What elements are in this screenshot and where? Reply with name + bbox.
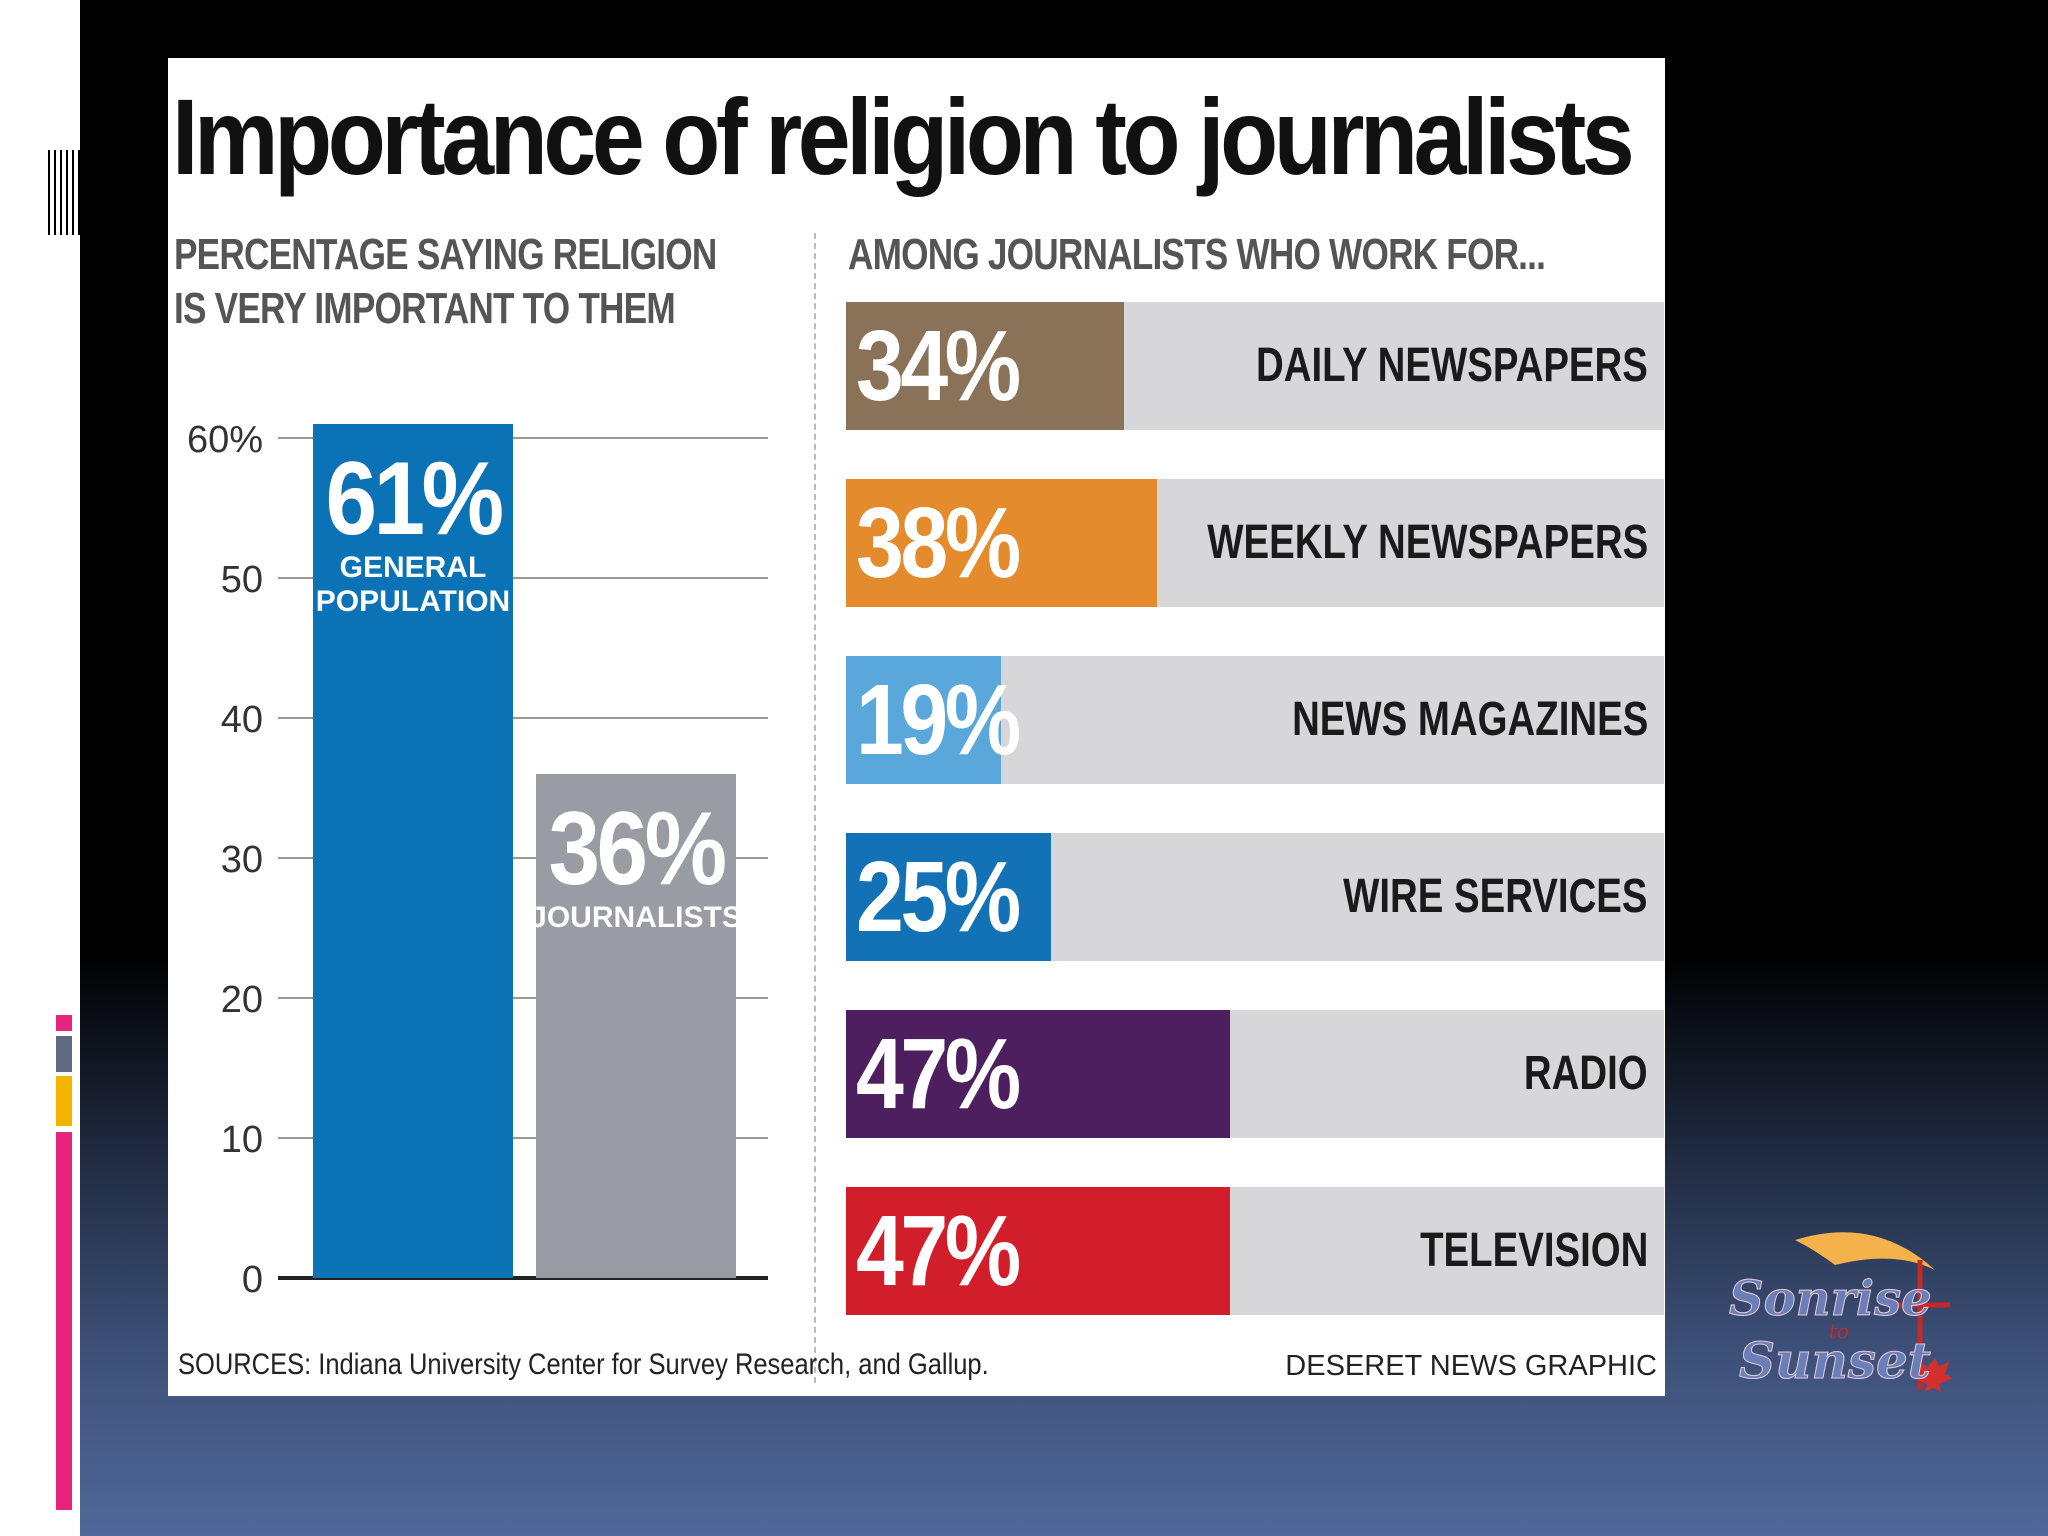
bar-value-label: 61% bbox=[326, 441, 502, 557]
y-tick-label: 20 bbox=[221, 979, 263, 1021]
bar-category-label: NEWS MAGAZINES bbox=[1291, 693, 1648, 746]
bar bbox=[846, 656, 1002, 784]
bar-category-label: RADIO bbox=[1524, 1047, 1648, 1100]
logo-text-line1: Sonrise bbox=[1729, 1271, 1932, 1327]
bar-value-label: 38% bbox=[856, 487, 1021, 599]
bar-category-label: WIRE SERVICES bbox=[1343, 870, 1648, 923]
logo-maple-leaf bbox=[1913, 1358, 1953, 1392]
bar-value-label: 47% bbox=[856, 1195, 1021, 1307]
sources-note: SOURCES: Indiana University Center for S… bbox=[178, 1348, 989, 1381]
bar-category-label: POPULATION bbox=[316, 585, 510, 618]
left-subtitle-line1: PERCENTAGE SAYING RELIGION bbox=[174, 230, 717, 279]
bar-row: 47% RADIO bbox=[846, 1010, 1664, 1138]
right-chart-subtitle: AMONG JOURNALISTS WHO WORK FOR... bbox=[848, 230, 1546, 279]
bar-value-label: 36% bbox=[549, 791, 725, 907]
bar-category-label: GENERAL bbox=[340, 551, 487, 584]
bar bbox=[536, 774, 736, 1278]
bar-value-label: 47% bbox=[856, 1018, 1021, 1130]
bar bbox=[846, 1187, 1231, 1315]
chart-graphic: Importance of religion to journalists PE… bbox=[168, 58, 1665, 1396]
graphic-credit: DESERET NEWS GRAPHIC bbox=[1285, 1350, 1657, 1382]
decorative-lines bbox=[48, 150, 80, 235]
bar-category-label: TELEVISION bbox=[1419, 1224, 1648, 1277]
accent-stripe-pink-long bbox=[56, 1132, 72, 1510]
bar-category-label: WEEKLY NEWSPAPERS bbox=[1207, 516, 1648, 569]
panel-divider bbox=[814, 233, 816, 1383]
sonrise-to-sunset-logo: Sonrise to Sunset bbox=[1729, 1232, 1953, 1392]
bar bbox=[846, 833, 1051, 961]
y-tick-label: 60% bbox=[187, 419, 263, 461]
bar-row: 38% WEEKLY NEWSPAPERS bbox=[846, 479, 1664, 607]
bar-category-label: JOURNALISTS bbox=[530, 901, 742, 934]
bar-value-label: 25% bbox=[856, 841, 1021, 953]
y-tick-label: 0 bbox=[242, 1259, 263, 1301]
accent-stripe-pink-small bbox=[56, 1015, 72, 1031]
bar bbox=[846, 1010, 1231, 1138]
horizontal-bar-chart: 34% DAILY NEWSPAPERS 38% WEEKLY NEWSPAPERS 1… bbox=[846, 302, 1664, 1364]
y-tick-label: 10 bbox=[221, 1119, 263, 1161]
accent-stripe-yellow bbox=[56, 1076, 72, 1126]
bar-row: 34% DAILY NEWSPAPERS bbox=[846, 302, 1664, 430]
bar-row: 47% TELEVISION bbox=[846, 1187, 1664, 1315]
accent-stripe-gray bbox=[56, 1036, 72, 1072]
bar-value-label: 19% bbox=[856, 664, 1021, 776]
logo-text-line3: Sunset bbox=[1739, 1331, 1931, 1390]
bar-value-label: 34% bbox=[856, 310, 1021, 422]
left-subtitle-line2: IS VERY IMPORTANT TO THEM bbox=[174, 284, 676, 333]
logo-sun-arc bbox=[1795, 1232, 1935, 1270]
bar bbox=[846, 479, 1157, 607]
bar bbox=[313, 424, 513, 1278]
bar-row: 19% NEWS MAGAZINES bbox=[846, 656, 1664, 784]
bar-category-label: DAILY NEWSPAPERS bbox=[1256, 339, 1648, 392]
bar-row: 25% WIRE SERVICES bbox=[846, 833, 1664, 961]
left-chart-subtitle: PERCENTAGE SAYING RELIGION IS VERY IMPOR… bbox=[174, 228, 717, 336]
y-tick-label: 30 bbox=[221, 839, 263, 881]
logo-text-line2: to bbox=[1829, 1319, 1849, 1343]
y-tick-label: 50 bbox=[221, 559, 263, 601]
bar bbox=[846, 302, 1125, 430]
y-tick-label: 40 bbox=[221, 699, 263, 741]
chart-title: Importance of religion to journalists bbox=[172, 76, 1635, 197]
